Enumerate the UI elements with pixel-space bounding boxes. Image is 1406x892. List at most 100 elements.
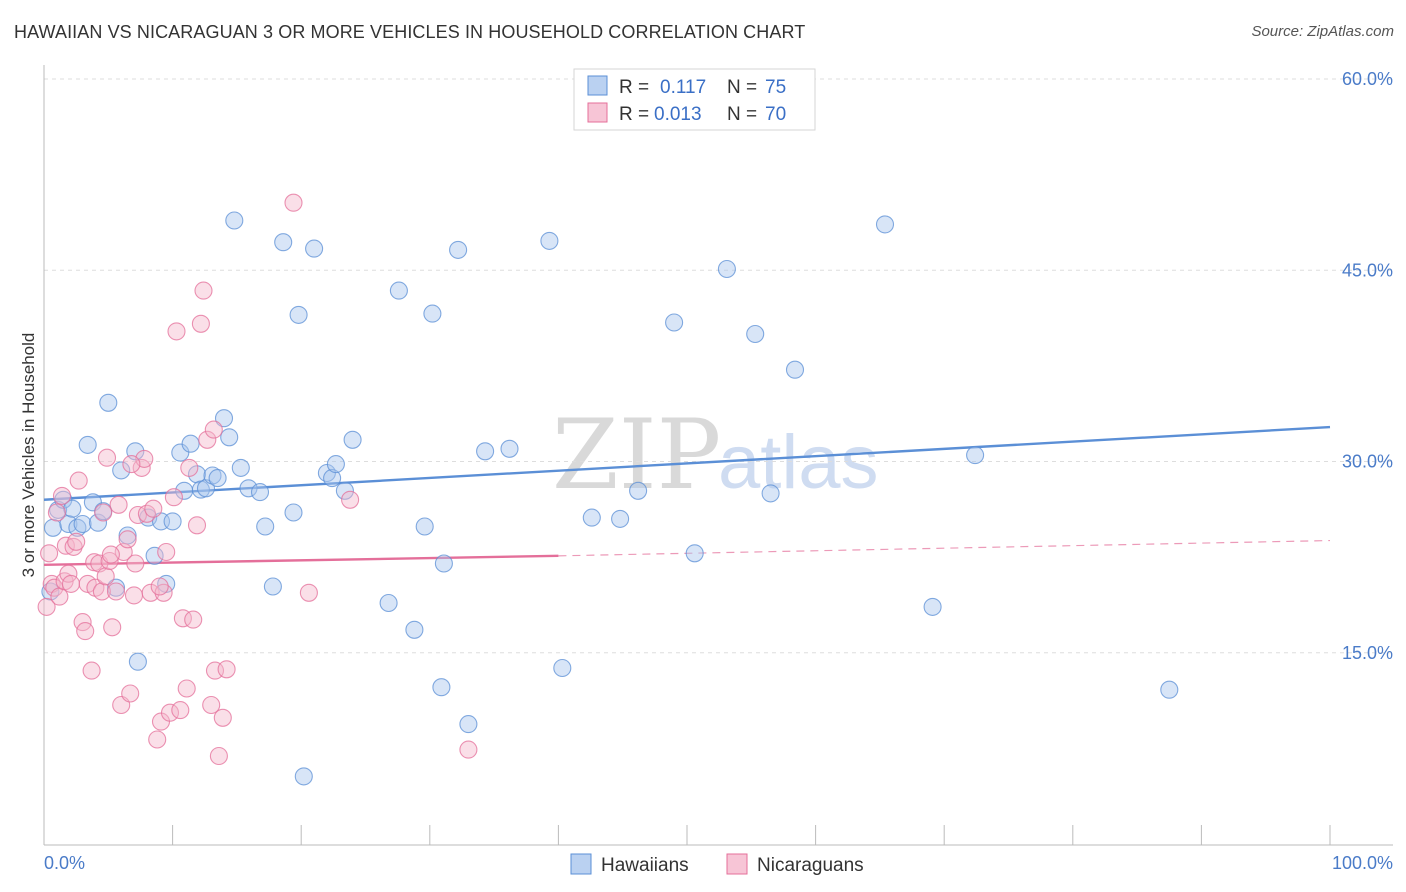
point-hawaiians-52 <box>415 517 434 536</box>
point-hawaiians-22 <box>163 512 182 531</box>
point-hawaiians-10 <box>88 513 108 532</box>
trend-line-extension-nicaraguans <box>558 539 1331 557</box>
point-hawaiians-47 <box>335 481 354 500</box>
point-hawaiians-4 <box>59 514 78 534</box>
point-nicaraguans-66 <box>284 193 303 212</box>
x-tick-label-min: 0.0% <box>44 853 85 873</box>
point-hawaiians-65 <box>665 313 684 332</box>
point-hawaiians-58 <box>476 442 495 461</box>
bottom-legend-swatch-nicaraguans <box>726 853 748 875</box>
point-nicaraguans-23 <box>97 448 117 467</box>
source-credit: Source: ZipAtlas.com <box>1251 23 1394 40</box>
legend-r-label-2: R = <box>619 104 649 125</box>
point-nicaraguans-6 <box>52 486 72 505</box>
point-hawaiians-68 <box>746 324 765 344</box>
trend-lines <box>43 425 1331 566</box>
point-hawaiians-59 <box>500 439 519 458</box>
point-nicaraguans-49 <box>180 458 199 477</box>
point-nicaraguans-30 <box>118 530 137 549</box>
point-hawaiians-36 <box>250 483 270 502</box>
point-hawaiians-17 <box>128 652 147 671</box>
point-nicaraguans-56 <box>205 661 225 680</box>
point-hawaiians-1 <box>43 518 63 537</box>
chart-title: HAWAIIAN VS NICARAGUAN 3 OR MORE VEHICLE… <box>14 22 806 42</box>
point-nicaraguans-51 <box>187 516 207 535</box>
point-hawaiians-69 <box>761 484 780 503</box>
point-nicaraguans-27 <box>109 495 128 514</box>
legend-n-label-1: N = <box>727 77 757 98</box>
point-hawaiians-70 <box>785 360 805 379</box>
point-hawaiians-46 <box>326 455 345 474</box>
legend-r-value-1: 0.117 <box>660 77 706 98</box>
point-hawaiians-14 <box>112 461 131 480</box>
point-nicaraguans-17 <box>82 661 101 680</box>
point-nicaraguans-54 <box>198 430 217 449</box>
point-nicaraguans-65 <box>122 455 141 474</box>
point-hawaiians-60 <box>540 231 559 250</box>
point-nicaraguans-55 <box>202 695 221 715</box>
watermark-atlas: atlas <box>718 420 879 505</box>
trend-line-nicaraguans <box>43 554 559 566</box>
point-nicaraguans-32 <box>124 586 144 605</box>
point-nicaraguans-37 <box>141 583 160 602</box>
point-hawaiians-73 <box>966 446 985 465</box>
y-tick-label-3: 60.0% <box>1342 69 1393 89</box>
point-nicaraguans-26 <box>106 582 126 601</box>
point-nicaraguans-12 <box>67 532 86 551</box>
point-hawaiians-8 <box>78 435 97 454</box>
point-nicaraguans-9 <box>59 564 78 583</box>
y-tick-label-2: 45.0% <box>1342 260 1393 280</box>
point-nicaraguans-53 <box>194 281 213 300</box>
data-points <box>37 193 1179 786</box>
point-hawaiians-34 <box>231 458 250 477</box>
point-nicaraguans-31 <box>121 684 140 703</box>
point-hawaiians-43 <box>305 239 324 258</box>
stats-legend: R = 0.117 N = 75 R = 0.013 N = 70 <box>573 68 816 131</box>
legend-n-label-2: N = <box>727 104 757 125</box>
point-hawaiians-50 <box>389 281 408 300</box>
point-nicaraguans-25 <box>103 618 122 637</box>
point-nicaraguans-50 <box>184 610 203 629</box>
point-nicaraguans-10 <box>61 574 81 593</box>
point-nicaraguans-45 <box>167 322 186 341</box>
point-hawaiians-63 <box>611 509 630 528</box>
point-hawaiians-56 <box>449 240 468 259</box>
point-nicaraguans-59 <box>217 660 236 679</box>
y-tick-labels: 15.0% 30.0% 45.0% 60.0% <box>1342 69 1393 663</box>
point-nicaraguans-58 <box>213 708 232 727</box>
point-nicaraguans-22 <box>96 567 115 586</box>
point-nicaraguans-57 <box>209 746 228 766</box>
point-nicaraguans-60 <box>204 420 223 439</box>
point-nicaraguans-15 <box>76 622 95 641</box>
point-nicaraguans-33 <box>128 505 147 525</box>
point-hawaiians-19 <box>145 546 164 565</box>
point-hawaiians-35 <box>239 479 258 498</box>
point-nicaraguans-61 <box>150 577 169 596</box>
point-hawaiians-67 <box>717 259 736 279</box>
point-nicaraguans-39 <box>148 730 167 749</box>
point-hawaiians-31 <box>214 409 234 428</box>
point-hawaiians-48 <box>343 430 362 449</box>
point-hawaiians-25 <box>181 434 200 453</box>
legend-n-value-2: 70 <box>765 104 786 125</box>
point-nicaraguans-24 <box>100 551 119 571</box>
point-hawaiians-71 <box>875 215 895 234</box>
point-hawaiians-5 <box>63 499 82 518</box>
point-hawaiians-41 <box>289 305 308 324</box>
point-nicaraguans-42 <box>157 542 176 562</box>
point-hawaiians-13 <box>106 578 126 597</box>
point-hawaiians-53 <box>423 304 442 323</box>
axes <box>43 65 1393 846</box>
y-axis-label: 3 or more Vehicles in Household <box>19 333 38 578</box>
point-nicaraguans-46 <box>171 701 190 720</box>
legend-r-label-1: R = <box>619 77 649 98</box>
point-nicaraguans-69 <box>459 740 478 759</box>
point-hawaiians-66 <box>685 544 704 563</box>
point-hawaiians-30 <box>208 469 227 488</box>
point-hawaiians-32 <box>220 428 239 447</box>
point-hawaiians-38 <box>263 577 282 596</box>
bottom-legend-label-hawaiians: Hawaiians <box>601 855 689 876</box>
point-nicaraguans-0 <box>37 597 56 616</box>
point-hawaiians-45 <box>323 469 342 488</box>
